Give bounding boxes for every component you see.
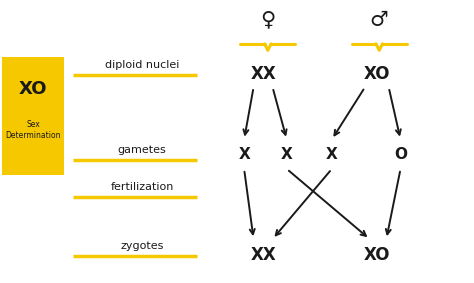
Text: X: X [238, 147, 250, 162]
Text: O: O [394, 147, 407, 162]
Text: gametes: gametes [118, 145, 166, 155]
Text: zygotes: zygotes [120, 241, 164, 251]
Text: fertilization: fertilization [110, 182, 174, 192]
Text: Sex
Determination: Sex Determination [5, 120, 61, 140]
Text: XX: XX [250, 246, 276, 264]
Text: X: X [281, 147, 292, 162]
Text: X: X [326, 147, 337, 162]
Text: ♂: ♂ [370, 10, 389, 30]
Text: XO: XO [19, 80, 47, 98]
Text: XX: XX [250, 65, 276, 83]
Text: diploid nuclei: diploid nuclei [105, 60, 179, 70]
Text: XO: XO [364, 246, 390, 264]
FancyBboxPatch shape [2, 57, 64, 175]
Text: XO: XO [364, 65, 390, 83]
Text: ♀: ♀ [260, 10, 275, 30]
